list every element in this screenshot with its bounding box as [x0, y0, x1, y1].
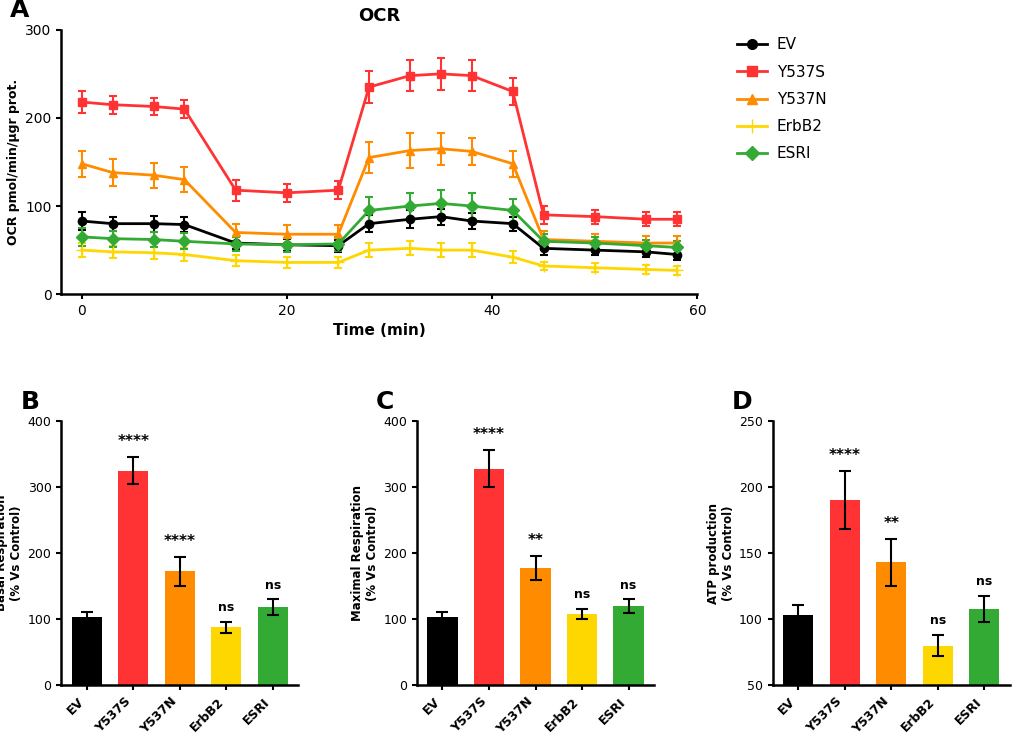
Text: B: B — [20, 390, 40, 413]
Bar — [258, 607, 287, 685]
Text: ****: **** — [473, 427, 504, 443]
Y-axis label: OCR pmol/min/μgr prot.: OCR pmol/min/μgr prot. — [6, 79, 19, 245]
Legend: EV, Y537S, Y537N, ErbB2, ESRI: EV, Y537S, Y537N, ErbB2, ESRI — [736, 37, 825, 162]
Bar — [474, 469, 503, 685]
Bar — [922, 646, 952, 745]
Text: ns: ns — [264, 579, 280, 592]
Y-axis label: ATP production
(% Vs Control): ATP production (% Vs Control) — [706, 503, 734, 603]
Bar — [875, 562, 906, 745]
Bar — [520, 568, 550, 685]
Text: C: C — [376, 390, 394, 413]
Text: ****: **** — [827, 448, 860, 463]
Text: ns: ns — [975, 574, 991, 588]
Text: ns: ns — [928, 614, 945, 627]
Bar — [828, 501, 859, 745]
Text: **: ** — [882, 516, 899, 530]
Y-axis label: Basal Respiration
(% Vs Control): Basal Respiration (% Vs Control) — [0, 495, 23, 612]
Text: ****: **** — [164, 533, 196, 548]
Bar — [211, 627, 242, 685]
Text: ns: ns — [574, 588, 590, 600]
Bar — [164, 571, 195, 685]
Text: **: ** — [527, 533, 543, 548]
Text: A: A — [10, 0, 30, 22]
X-axis label: Time (min): Time (min) — [332, 323, 425, 338]
Y-axis label: Maximal Respiration
(% Vs Control): Maximal Respiration (% Vs Control) — [351, 485, 379, 621]
Text: ****: **** — [117, 434, 149, 449]
Text: D: D — [732, 390, 752, 413]
Text: ns: ns — [218, 601, 234, 614]
Bar — [567, 614, 596, 685]
Bar — [427, 618, 458, 685]
Bar — [968, 609, 999, 745]
Title: OCR: OCR — [358, 7, 400, 25]
Bar — [783, 615, 812, 745]
Bar — [612, 606, 643, 685]
Bar — [118, 471, 148, 685]
Bar — [71, 618, 102, 685]
Text: ns: ns — [620, 579, 636, 592]
